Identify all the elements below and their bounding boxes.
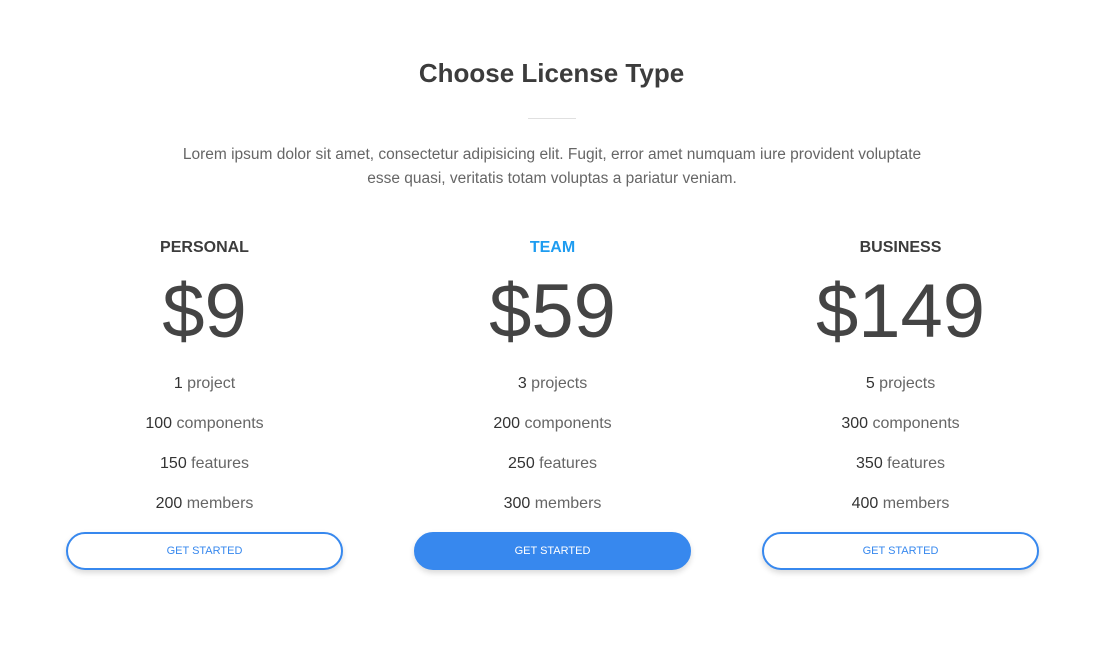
- feature-count: 3: [517, 375, 527, 392]
- plan-card-team: TEAM $59 3 projects 200 components 250 feat…: [414, 236, 691, 570]
- feature-count: 150: [160, 455, 187, 472]
- feature-label: members: [182, 495, 254, 512]
- get-started-button[interactable]: GET STARTED: [414, 532, 691, 570]
- feature-label: projects: [874, 375, 936, 392]
- plan-feature: 300 members: [414, 484, 691, 524]
- feature-label: components: [868, 415, 960, 432]
- title-divider: [528, 118, 576, 119]
- plan-feature: 350 features: [762, 444, 1039, 484]
- plan-card-personal: PERSONAL $9 1 project 100 components 150 fe…: [66, 236, 343, 570]
- plan-feature: 250 features: [414, 444, 691, 484]
- plan-price: $59: [489, 269, 616, 354]
- feature-label: members: [530, 495, 602, 512]
- get-started-button[interactable]: GET STARTED: [762, 532, 1039, 570]
- plan-feature: 200 members: [66, 484, 343, 524]
- plan-name: PERSONAL: [160, 239, 249, 256]
- plan-feature: 3 projects: [414, 364, 691, 404]
- feature-count: 400: [851, 495, 879, 512]
- plan-feature: 100 components: [66, 404, 343, 444]
- plan-card-business: BUSINESS $149 5 projects 300 components 350…: [762, 236, 1039, 570]
- feature-label: features: [186, 455, 249, 472]
- feature-label: components: [520, 415, 612, 432]
- feature-label: features: [882, 455, 945, 472]
- plan-feature: 1 project: [66, 364, 343, 404]
- plan-feature: 300 components: [762, 404, 1039, 444]
- feature-label: projects: [526, 375, 588, 392]
- plan-price: $149: [815, 269, 986, 354]
- plan-feature: 5 projects: [762, 364, 1039, 404]
- feature-count: 300: [841, 415, 869, 432]
- feature-label: project: [182, 375, 236, 392]
- plan-feature: 400 members: [762, 484, 1039, 524]
- page-title: Choose License Type: [418, 58, 685, 88]
- feature-count: 5: [865, 375, 875, 392]
- plan-name: TEAM: [529, 239, 576, 256]
- feature-count: 200: [155, 495, 183, 512]
- plan-price: $9: [162, 269, 247, 354]
- plan-name: BUSINESS: [859, 239, 942, 256]
- feature-count: 350: [856, 455, 883, 472]
- plan-feature: 150 features: [66, 444, 343, 484]
- feature-label: features: [534, 455, 597, 472]
- get-started-button[interactable]: GET STARTED: [66, 532, 343, 570]
- feature-count: 100: [145, 415, 173, 432]
- feature-count: 200: [493, 415, 521, 432]
- plan-feature: 200 components: [414, 404, 691, 444]
- feature-count: 250: [508, 455, 535, 472]
- feature-count: 1: [173, 375, 183, 392]
- feature-label: members: [878, 495, 950, 512]
- feature-label: components: [172, 415, 264, 432]
- feature-count: 300: [503, 495, 531, 512]
- page-description: Lorem ipsum dolor sit amet, consectetur …: [182, 146, 922, 187]
